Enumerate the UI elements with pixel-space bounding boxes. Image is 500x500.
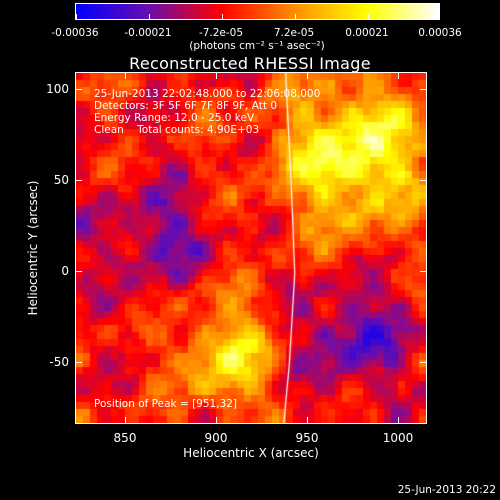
colorbar [75,3,440,20]
colorbar-tick [439,14,440,20]
colorbar-tick [295,14,296,20]
detectors-text: Detectors: 3F 5F 6F 7F 8F 9F, Att 0 [94,100,278,112]
x-axis-tick [125,417,126,423]
clean-counts-text: Clean Total counts: 4.90E+03 [94,124,260,136]
plot-title: Reconstructed RHESSI Image [129,54,371,73]
x-axis-tick [307,73,308,79]
y-tick-label: 100 [46,82,69,96]
y-axis-title: Heliocentric Y (arcsec) [26,180,40,316]
y-axis-tick [76,180,82,181]
y-axis-tick [420,271,426,272]
colorbar-tick-label: 0.00021 [345,27,389,39]
footer-date: 25-Jun-2013 20:22 [397,484,496,496]
y-axis-tick [420,180,426,181]
x-axis-tick [216,73,217,79]
y-tick-label: 50 [53,173,69,187]
y-axis-tick [420,362,426,363]
colorbar-tick [368,14,369,20]
x-tick-label: 850 [113,431,137,445]
y-tick-label: 0 [61,264,69,278]
x-tick-label: 1000 [382,431,414,445]
x-axis-tick [398,73,399,79]
x-tick-label: 900 [204,431,228,445]
colorbar-tick [149,14,150,20]
peak-position-text: Position of Peak = [951,32] [94,398,238,410]
colorbar-units: (photons cm⁻² s⁻¹ asec⁻²) [189,40,325,52]
x-tick-label: 950 [295,431,319,445]
colorbar-tick [222,14,223,20]
x-axis-tick [216,417,217,423]
y-axis-tick [420,89,426,90]
x-axis-title: Heliocentric X (arcsec) [183,446,319,460]
colorbar-tick-label: -0.00021 [124,27,172,39]
y-axis-tick [76,362,82,363]
colorbar-tick-label: -0.00036 [51,27,99,39]
heatmap-canvas [76,73,426,423]
x-axis-tick [398,417,399,423]
energy-range-text: Energy Range: 12.0 - 25.0 keV [94,112,255,124]
rhessi-image [75,72,427,424]
x-axis-tick [307,417,308,423]
y-axis-tick [76,89,82,90]
y-axis-tick [76,271,82,272]
time-range-text: 25-Jun-2013 22:02:48.000 to 22:06:08.000 [94,88,321,100]
colorbar-tick-label: -7.2e-05 [198,27,244,39]
y-tick-label: -50 [49,355,69,369]
x-axis-tick [125,73,126,79]
colorbar-tick [76,14,77,20]
colorbar-tick-label: 7.2e-05 [273,27,315,39]
colorbar-tick-label: 0.00036 [418,27,462,39]
